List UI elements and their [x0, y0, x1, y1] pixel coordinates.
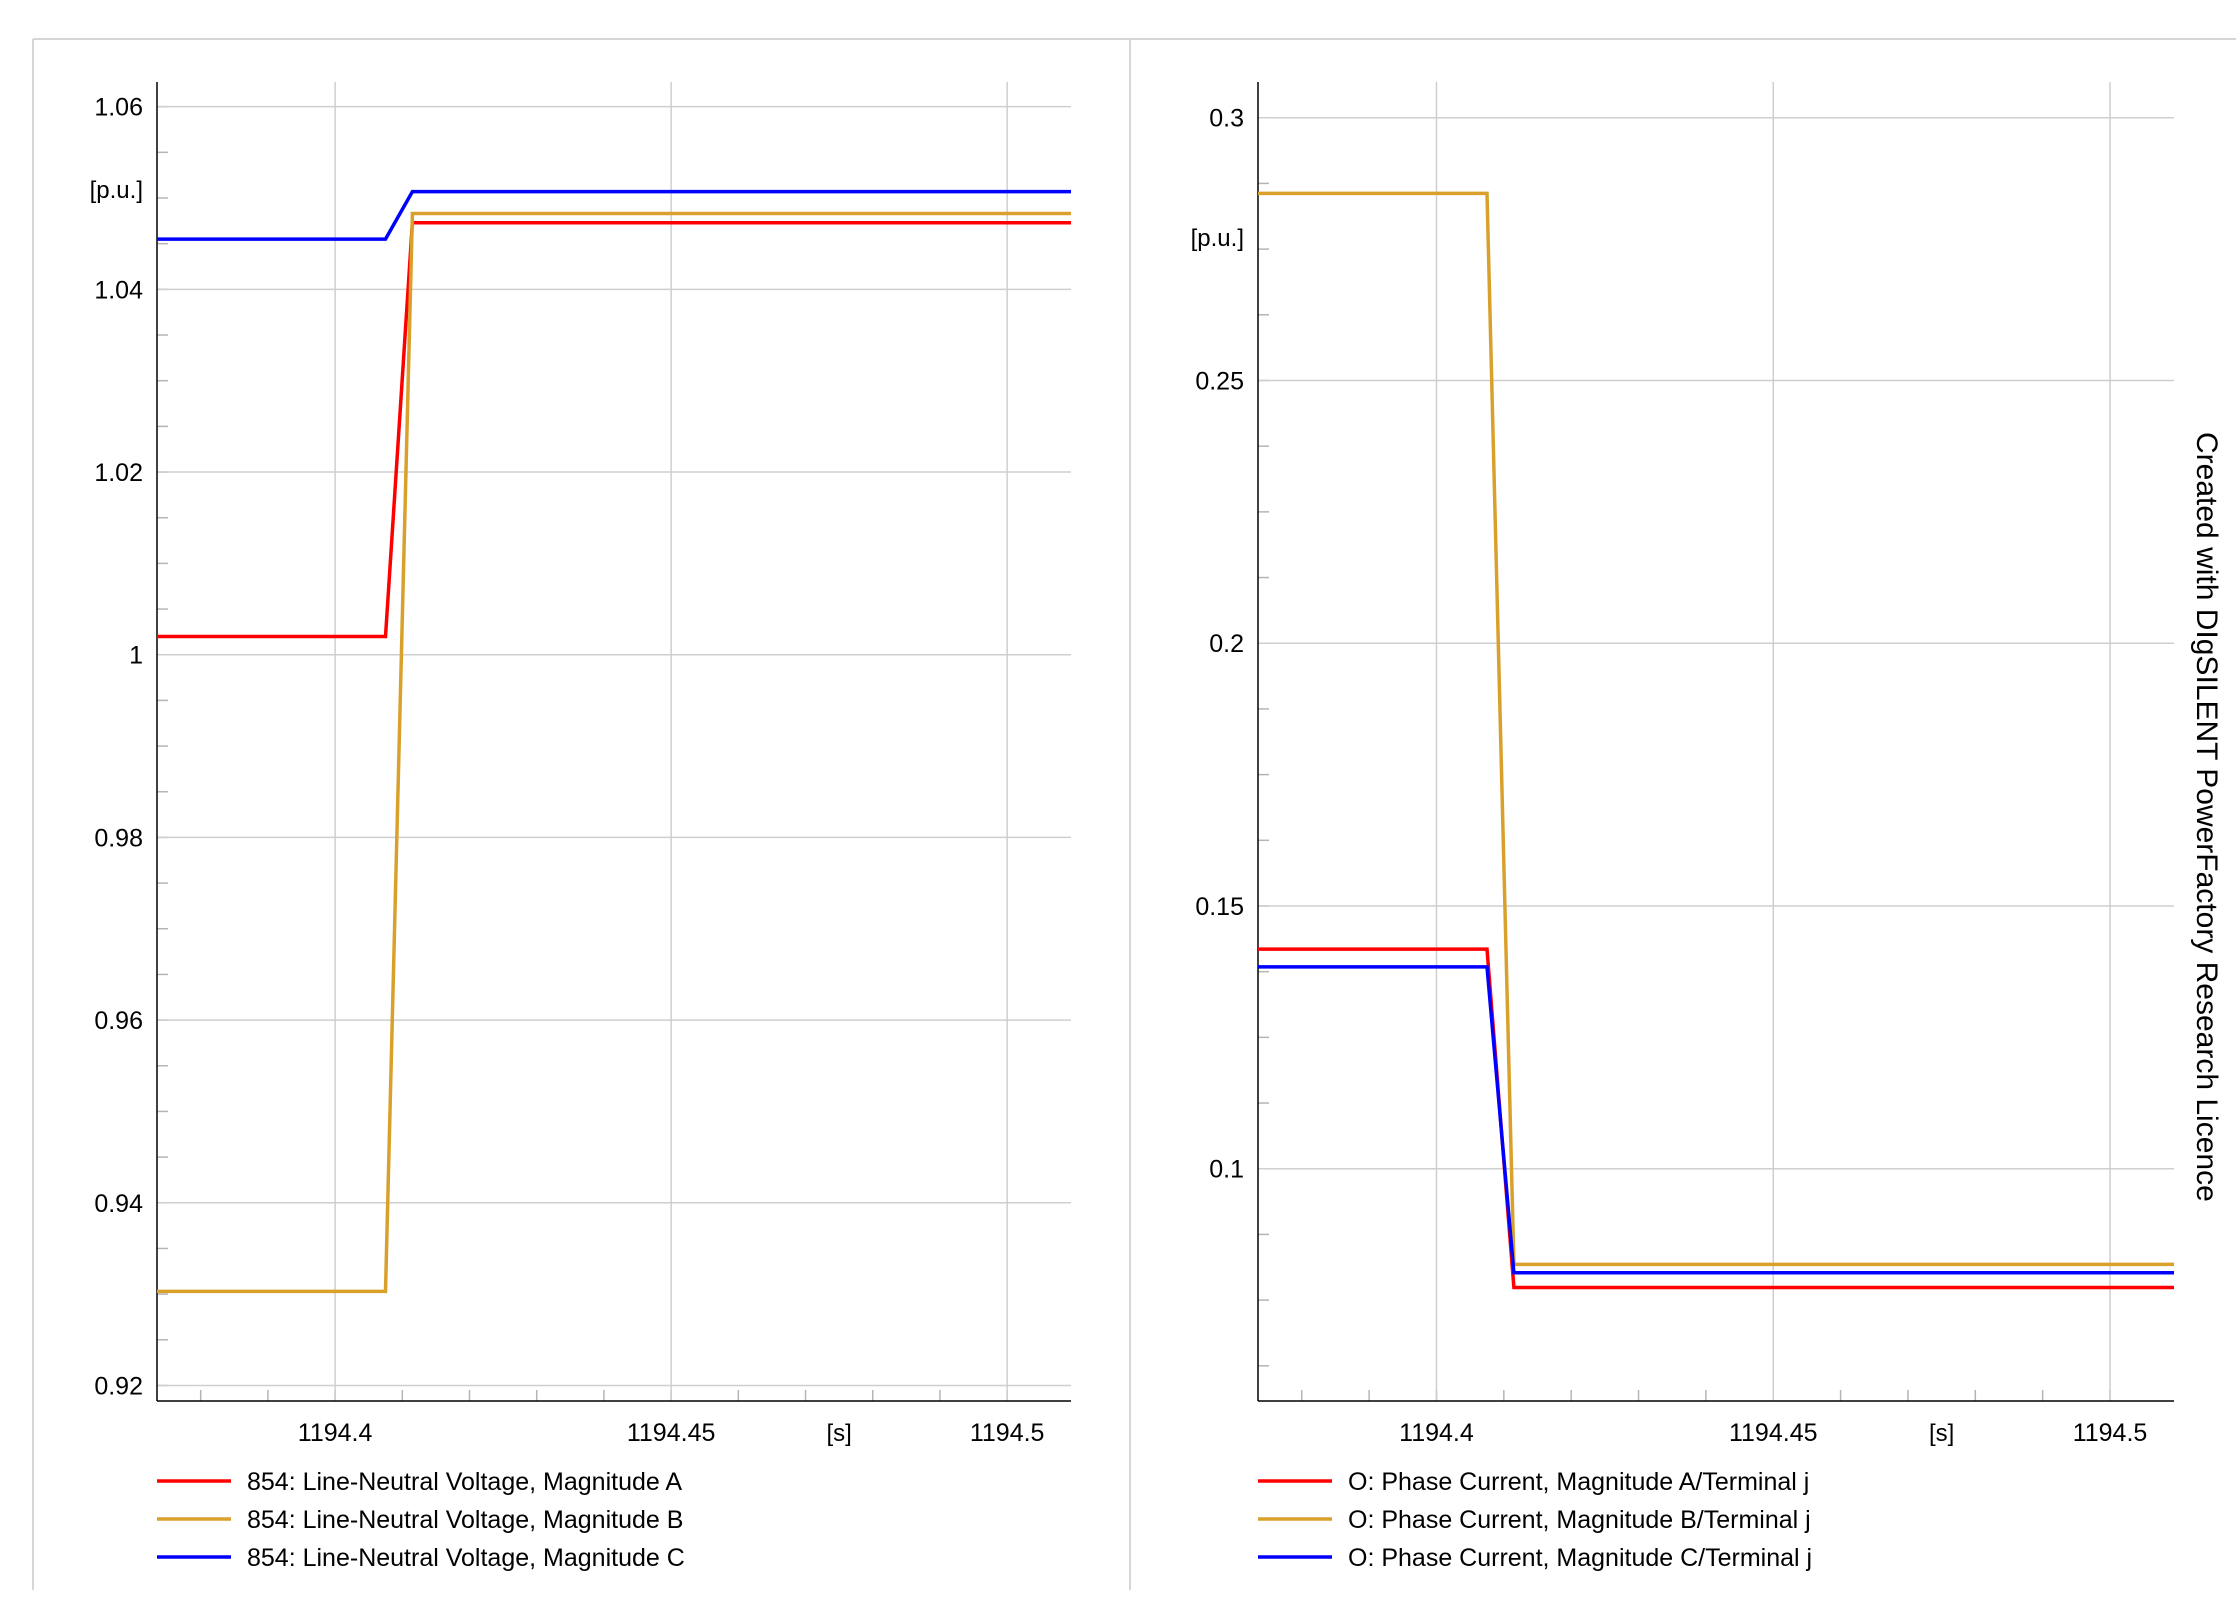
- series-line-1: [157, 220, 1071, 639]
- y-tick-label: 1: [129, 642, 143, 670]
- y-tick-label: 0.3: [1209, 105, 1244, 133]
- x-tick-label: 1194.45: [1729, 1419, 1818, 1447]
- y-tick-label: 0.92: [94, 1372, 143, 1400]
- y-tick-label: 0.2: [1209, 630, 1244, 658]
- current-chart-panel: 1194.4 1194.45 1194.5 0.1 0.15 0.2 0.25 0.3 [p.u…: [1191, 82, 2174, 1572]
- x-tick-label: 1194.5: [2073, 1419, 2148, 1447]
- y-tick-label: 1.06: [94, 94, 143, 122]
- y-tick-label: 0.96: [94, 1007, 143, 1035]
- watermark-text: Created with DIgSILENT PowerFactory Rese…: [2190, 432, 2223, 1202]
- legend-label-2: 854: Line-Neutral Voltage, Magnitude B: [247, 1506, 683, 1534]
- y-tick-label: 0.98: [94, 824, 143, 852]
- y-axis-unit-label: [p.u.]: [1191, 225, 1244, 252]
- y-axis-unit-label: [p.u.]: [90, 177, 143, 204]
- x-axis-unit-label: [s]: [826, 1420, 851, 1447]
- y-tick-label: 0.15: [1195, 893, 1244, 921]
- series-line-2: [1258, 191, 2174, 1267]
- legend-label-1: 854: Line-Neutral Voltage, Magnitude A: [247, 1468, 682, 1496]
- series-line-3: [157, 189, 1071, 241]
- y-tick-label: 0.94: [94, 1190, 143, 1218]
- legend-label-3: O: Phase Current, Magnitude C/Terminal j: [1348, 1544, 1812, 1572]
- y-tick-label: 1.04: [94, 276, 143, 304]
- y-tick-label: 0.1: [1209, 1156, 1244, 1184]
- x-tick-label: 1194.5: [970, 1419, 1045, 1447]
- y-tick-label: 1.02: [94, 459, 143, 487]
- x-tick-label: 1194.45: [627, 1419, 716, 1447]
- x-tick-label: 1194.4: [298, 1419, 373, 1447]
- x-axis-unit-label: [s]: [1929, 1420, 1954, 1447]
- series-line-2: [157, 211, 1071, 1294]
- series-line-3: [1258, 965, 2174, 1275]
- legend-label-1: O: Phase Current, Magnitude A/Terminal j: [1348, 1468, 1809, 1496]
- voltage-chart-panel: 1194.4 1194.45 1194.5 0.92 0.94 0.96 0.98 1 1.02…: [90, 82, 1071, 1572]
- legend-label-2: O: Phase Current, Magnitude B/Terminal j: [1348, 1506, 1811, 1534]
- x-tick-label: 1194.4: [1399, 1419, 1474, 1447]
- legend-label-3: 854: Line-Neutral Voltage, Magnitude C: [247, 1544, 685, 1572]
- y-tick-label: 0.25: [1195, 367, 1244, 395]
